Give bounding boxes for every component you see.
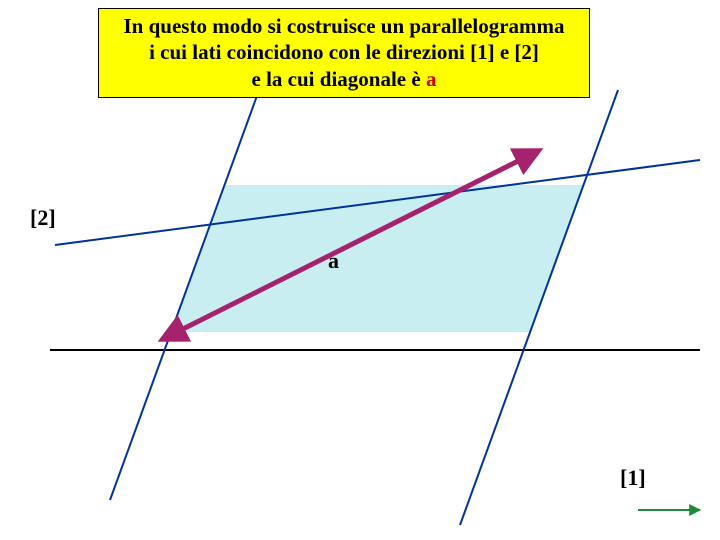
caption-line-1: In questo modo si costruisce un parallel… <box>124 14 565 38</box>
caption-line-2: i cui lati coincidono con le direzioni [… <box>149 40 539 64</box>
parallelogram-fill <box>172 185 584 332</box>
caption-box: In questo modo si costruisce un parallel… <box>98 8 590 98</box>
caption-a-letter: a <box>426 67 437 91</box>
vector-a-label: a <box>328 248 339 274</box>
axis-1-label: [1] <box>620 465 646 491</box>
caption-line-3: e la cui diagonale è <box>252 67 426 91</box>
axis-2-label: [2] <box>30 205 56 231</box>
